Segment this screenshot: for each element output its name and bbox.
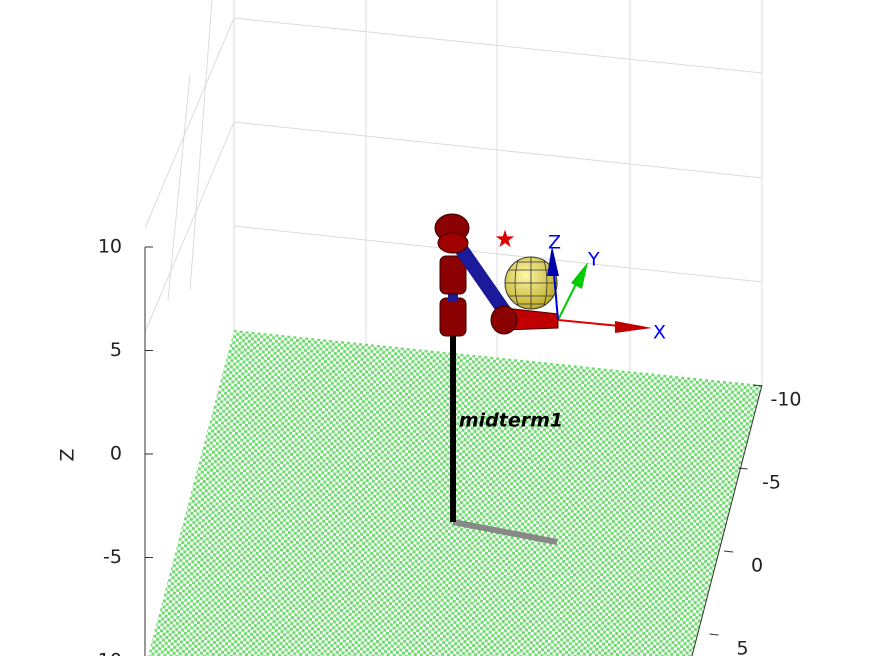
frame-z-head <box>547 246 559 276</box>
y-tick-label: 0 <box>751 555 763 577</box>
z-tick-label: 0 <box>110 443 122 465</box>
robot-name: midterm1 <box>459 410 563 432</box>
link <box>448 288 458 302</box>
shadow <box>452 519 558 545</box>
back-grid <box>144 0 763 385</box>
z-tick-label: -10 <box>91 650 122 656</box>
frame-y <box>557 279 579 321</box>
y-tick <box>738 467 748 470</box>
z-tick-label: -5 <box>103 546 122 568</box>
y-tick-label: -10 <box>770 389 801 411</box>
sphere-mesh <box>505 257 557 309</box>
frame-y-label: Y <box>587 249 600 271</box>
y-ticks: -10 -5 0 5 <box>709 384 802 656</box>
link <box>449 236 511 316</box>
z-axis-label: Z <box>57 448 79 461</box>
frame-x-label: X <box>653 322 666 344</box>
z-ticks: 10 5 0 -5 -10 <box>91 236 153 656</box>
y-tick-label: -5 <box>762 472 781 494</box>
z-tick-label: 10 <box>98 236 122 258</box>
y-tick <box>709 633 719 636</box>
y-tick <box>752 384 763 387</box>
y-axis-line <box>691 384 763 656</box>
frame-y-head <box>571 262 588 289</box>
z-tick-label: 5 <box>110 339 122 361</box>
robot: ★ X Y Z midterm1 <box>434 213 666 545</box>
joint <box>439 297 467 337</box>
joint <box>437 232 469 254</box>
joint <box>490 305 518 335</box>
frame-x-head <box>615 321 652 333</box>
frame-z-label: Z <box>548 232 561 254</box>
joint <box>439 255 467 295</box>
target-star: ★ <box>494 225 516 253</box>
y-tick-label: 5 <box>736 638 748 656</box>
y-tick <box>723 550 734 553</box>
